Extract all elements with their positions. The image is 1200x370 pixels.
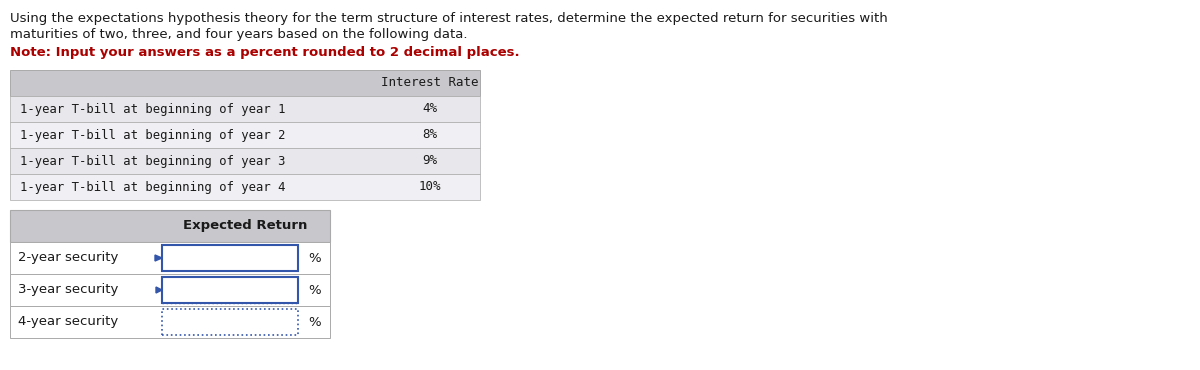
- Text: 4-year security: 4-year security: [18, 316, 119, 329]
- Text: %: %: [308, 283, 322, 296]
- Text: 1-year T-bill at beginning of year 3: 1-year T-bill at beginning of year 3: [20, 155, 286, 168]
- Text: Expected Return: Expected Return: [182, 219, 307, 232]
- Bar: [10, 306, 330, 338]
- Text: maturities of two, three, and four years based on the following data.: maturities of two, three, and four years…: [10, 28, 468, 41]
- Text: 1-year T-bill at beginning of year 4: 1-year T-bill at beginning of year 4: [20, 181, 286, 194]
- Bar: [10, 148, 480, 174]
- Bar: [162, 277, 298, 303]
- Bar: [10, 122, 480, 148]
- Text: 9%: 9%: [422, 155, 438, 168]
- Text: 3-year security: 3-year security: [18, 283, 119, 296]
- Polygon shape: [156, 287, 162, 293]
- Text: Using the expectations hypothesis theory for the term structure of interest rate: Using the expectations hypothesis theory…: [10, 12, 888, 25]
- Text: 1-year T-bill at beginning of year 1: 1-year T-bill at beginning of year 1: [20, 102, 286, 115]
- Text: 8%: 8%: [422, 128, 438, 141]
- Bar: [10, 174, 480, 200]
- Text: 6.00: 6.00: [263, 252, 292, 265]
- Bar: [10, 210, 330, 242]
- Bar: [10, 70, 480, 96]
- Bar: [162, 245, 298, 271]
- Text: %: %: [308, 252, 322, 265]
- Text: %: %: [308, 316, 322, 329]
- Text: Note: Input your answers as a percent rounded to 2 decimal places.: Note: Input your answers as a percent ro…: [10, 46, 520, 59]
- Text: 2-year security: 2-year security: [18, 252, 119, 265]
- Text: 1-year T-bill at beginning of year 2: 1-year T-bill at beginning of year 2: [20, 128, 286, 141]
- Bar: [10, 274, 330, 306]
- Bar: [10, 96, 480, 122]
- Bar: [162, 309, 298, 335]
- Text: 10%: 10%: [419, 181, 442, 194]
- Bar: [10, 242, 330, 274]
- Polygon shape: [155, 255, 162, 261]
- Text: 4%: 4%: [422, 102, 438, 115]
- Text: Interest Rate: Interest Rate: [382, 77, 479, 90]
